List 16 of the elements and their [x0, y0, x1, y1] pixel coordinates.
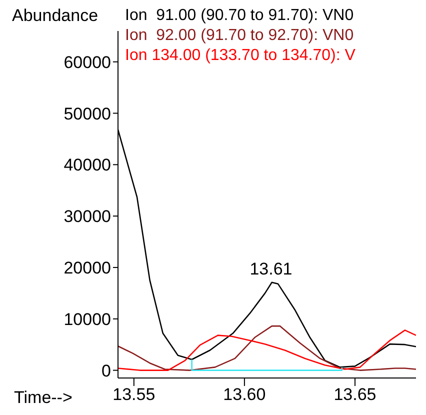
- text: Ion 91.00 (90.70 to 91.70): VN0: [125, 6, 355, 26]
- y-tick-label: 30000: [64, 207, 111, 226]
- annotation: 13.61: [250, 259, 292, 278]
- text: Ion 134.00 (133.70 to 134.70): V: [125, 46, 356, 66]
- y-tick-label: 50000: [64, 104, 111, 124]
- x-axis-title: Time-->: [14, 388, 72, 408]
- y-tick-label: 10000: [64, 310, 111, 329]
- y-tick-label: 20000: [64, 258, 111, 278]
- y-tick-label: 60000: [64, 52, 111, 72]
- y-tick-label: 40000: [64, 156, 111, 175]
- x-tick-label: 13.55: [112, 385, 156, 404]
- y-tick-label: 0: [102, 361, 111, 380]
- text: Ion 92.00 (91.70 to 92.70): VN0: [125, 26, 355, 46]
- x-tick-label: 13.65: [334, 385, 376, 404]
- x-tick-label: 13.60: [223, 385, 266, 404]
- y-axis-title: Abundance: [12, 6, 98, 26]
